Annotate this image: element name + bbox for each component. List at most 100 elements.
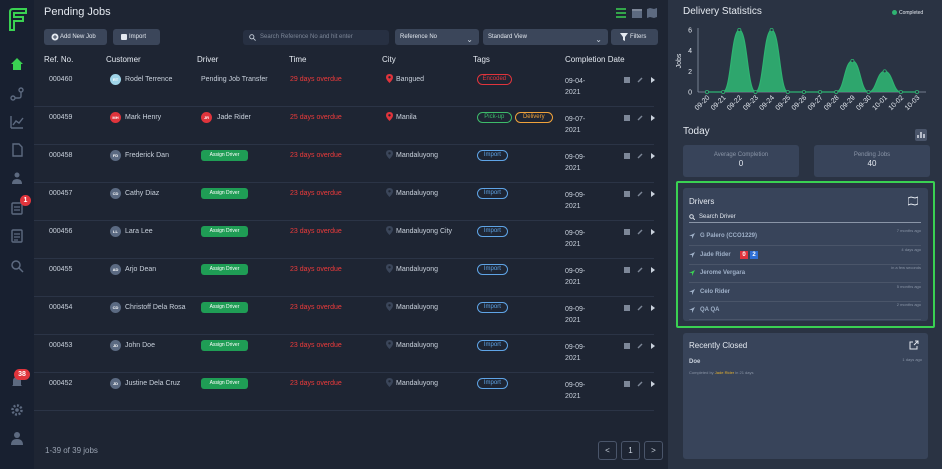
- assign-driver-button[interactable]: Assign Driver: [201, 226, 248, 237]
- y-axis-label: Jobs: [676, 53, 683, 68]
- attach-icon[interactable]: [637, 191, 643, 197]
- x-tick-label: 09-21: [710, 94, 728, 112]
- attach-icon[interactable]: [637, 77, 643, 83]
- prev-page-button[interactable]: <: [598, 441, 617, 460]
- play-icon[interactable]: [650, 305, 656, 311]
- column-header-ref[interactable]: Ref. No.: [44, 55, 74, 64]
- driver-list-item[interactable]: G Palero (CCO1229) 7 months ago: [689, 228, 921, 246]
- column-header-tags[interactable]: Tags: [473, 55, 490, 64]
- table-row[interactable]: 000456 LL Lara Lee Assign Driver 23 days ove…: [34, 221, 656, 259]
- table-row[interactable]: 000453 JD John Doe Assign Driver 23 days ove…: [34, 335, 656, 373]
- edit-icon[interactable]: [624, 115, 630, 121]
- profile-icon[interactable]: [9, 430, 25, 446]
- edit-icon[interactable]: [624, 267, 630, 273]
- table-row[interactable]: 000459 MH Mark Henry JR Jade Rider 25 days ov…: [34, 107, 656, 145]
- edit-icon[interactable]: [624, 191, 630, 197]
- play-icon[interactable]: [650, 153, 656, 159]
- table-row[interactable]: 000458 FD Frederick Dan Assign Driver 23 day…: [34, 145, 656, 183]
- search-input[interactable]: Search Reference No and hit enter: [243, 30, 389, 45]
- time-overdue: 23 days overdue: [290, 304, 342, 311]
- current-page-button[interactable]: 1: [621, 441, 640, 460]
- drivers-highlight: Drivers Search Driver G Palero (CCO1229)…: [676, 181, 935, 328]
- completion-date: 09-09-2021: [565, 268, 586, 286]
- location-pin-icon: [386, 226, 393, 235]
- attach-icon[interactable]: [637, 229, 643, 235]
- column-header-completion-date[interactable]: Completion Date: [565, 55, 625, 64]
- assign-driver-button[interactable]: Assign Driver: [201, 340, 248, 351]
- driver-name: Jerome Vergara: [700, 270, 746, 276]
- assign-driver-button[interactable]: Assign Driver: [201, 378, 248, 389]
- reference-select-value: Reference No: [400, 34, 438, 40]
- customer-avatar: AD: [110, 264, 121, 275]
- edit-icon[interactable]: [624, 305, 630, 311]
- edit-icon[interactable]: [624, 77, 630, 83]
- list-view-icon[interactable]: [615, 7, 627, 19]
- x-tick-label: 09-30: [855, 94, 873, 112]
- home-icon[interactable]: [9, 56, 25, 72]
- assign-driver-button[interactable]: Assign Driver: [201, 150, 248, 161]
- column-header-driver[interactable]: Driver: [197, 55, 219, 64]
- play-icon[interactable]: [650, 267, 656, 273]
- assign-driver-button[interactable]: Assign Driver: [201, 302, 248, 313]
- column-header-city[interactable]: City: [382, 55, 396, 64]
- table-row[interactable]: 000454 CD Christoff Dela Rosa Assign Driver…: [34, 297, 656, 335]
- delivery-chart: 0246Jobs09-2009-2109-2209-2309-2409-2509…: [676, 28, 926, 112]
- play-icon[interactable]: [650, 115, 656, 121]
- list-icon[interactable]: [9, 228, 25, 244]
- import-button[interactable]: Import: [113, 29, 160, 45]
- filters-button[interactable]: Filters: [611, 29, 658, 45]
- column-header-time[interactable]: Time: [289, 55, 307, 64]
- attach-icon[interactable]: [637, 153, 643, 159]
- driver-list-item[interactable]: Celo Rider 5 months ago: [689, 284, 921, 302]
- map-view-icon[interactable]: [646, 7, 658, 19]
- calendar-view-icon[interactable]: [631, 7, 643, 19]
- attach-icon[interactable]: [637, 115, 643, 121]
- team-icon[interactable]: [9, 170, 25, 186]
- play-icon[interactable]: [650, 229, 656, 235]
- chart-icon[interactable]: [915, 129, 927, 141]
- attach-icon[interactable]: [637, 305, 643, 311]
- attach-icon[interactable]: [637, 343, 643, 349]
- table-row[interactable]: 000452 JD Justine Dela Cruz Assign Driver 23…: [34, 373, 656, 411]
- data-point: [834, 90, 839, 95]
- search-nav-icon[interactable]: [9, 258, 25, 274]
- tag-badge: Import: [477, 302, 508, 313]
- app-logo-icon[interactable]: [7, 8, 29, 32]
- table-row[interactable]: 000455 AD Arjo Dean Assign Driver 23 days ov…: [34, 259, 656, 297]
- legend-label: Completed: [899, 10, 924, 16]
- closed-driver-link[interactable]: Jade Rider: [714, 370, 735, 375]
- next-page-button[interactable]: >: [644, 441, 663, 460]
- settings-icon[interactable]: [9, 402, 25, 418]
- map-icon[interactable]: [908, 196, 918, 206]
- edit-icon[interactable]: [624, 153, 630, 159]
- driver-list-item[interactable]: QA QA 2 months ago: [689, 302, 921, 320]
- ref-number: 000459: [49, 114, 73, 121]
- x-tick-label: 10-01: [871, 94, 889, 112]
- table-row[interactable]: 000457 CD Cathy Diaz Assign Driver 23 days o…: [34, 183, 656, 221]
- external-link-icon[interactable]: [909, 340, 919, 350]
- column-header-customer[interactable]: Customer: [106, 55, 141, 64]
- driver-search-input[interactable]: Search Driver: [689, 211, 921, 223]
- driver-list-item[interactable]: Jade Rider 0 2 4 days ago: [689, 247, 921, 265]
- attach-icon[interactable]: [637, 381, 643, 387]
- recently-closed-name[interactable]: Doe: [689, 359, 701, 365]
- analytics-icon[interactable]: [9, 114, 25, 130]
- edit-icon[interactable]: [624, 381, 630, 387]
- edit-icon[interactable]: [624, 229, 630, 235]
- play-icon[interactable]: [650, 381, 656, 387]
- play-icon[interactable]: [650, 77, 656, 83]
- driver-list-item[interactable]: Jerome Vergara in a few seconds: [689, 265, 921, 283]
- view-select[interactable]: Standard View ⌄: [483, 29, 608, 45]
- route-icon[interactable]: [9, 86, 25, 102]
- add-new-job-button[interactable]: Add New Job: [44, 29, 107, 45]
- jobs-icon[interactable]: [9, 200, 25, 216]
- document-icon[interactable]: [9, 142, 25, 158]
- attach-icon[interactable]: [637, 267, 643, 273]
- play-icon[interactable]: [650, 191, 656, 197]
- edit-icon[interactable]: [624, 343, 630, 349]
- table-row[interactable]: 000460 RT Rodel Terrence Pending Job Transf…: [34, 69, 656, 107]
- reference-select[interactable]: Reference No ⌄: [395, 29, 479, 45]
- assign-driver-button[interactable]: Assign Driver: [201, 264, 248, 275]
- play-icon[interactable]: [650, 343, 656, 349]
- assign-driver-button[interactable]: Assign Driver: [201, 188, 248, 199]
